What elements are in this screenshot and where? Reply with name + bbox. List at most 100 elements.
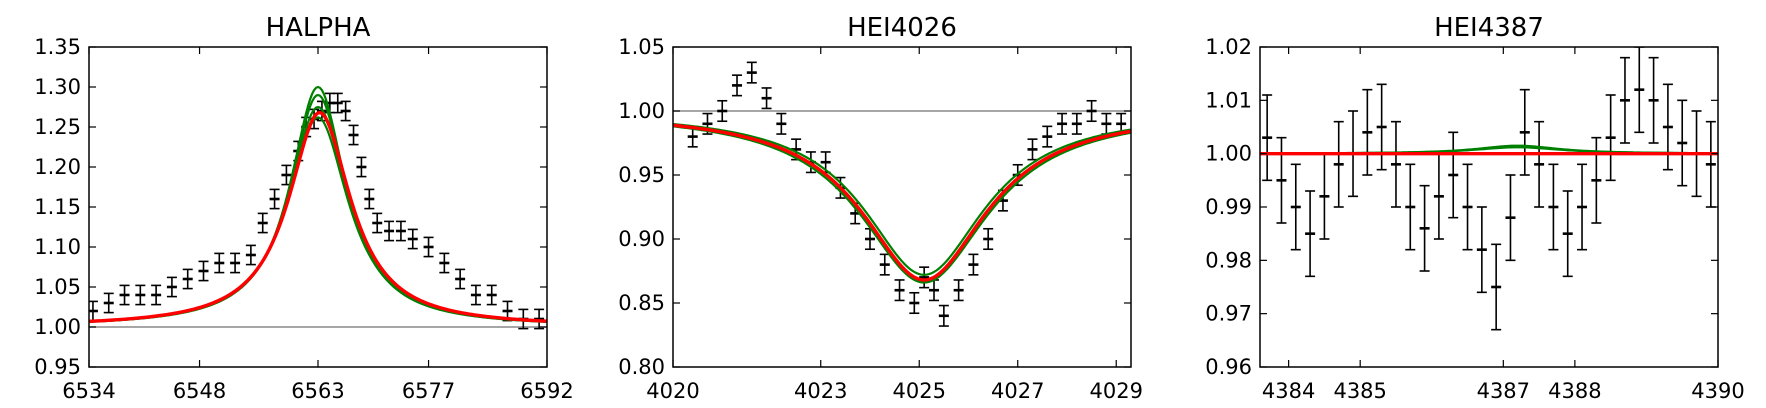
data-point — [340, 100, 351, 122]
data-point — [1405, 163, 1416, 251]
data-point — [1519, 88, 1530, 176]
x-tick-label: 4387 — [1477, 379, 1530, 403]
data-point — [332, 92, 343, 114]
data-point — [372, 212, 383, 234]
data-point — [384, 220, 395, 242]
panel-hei4026: HEI4026 0.80 0.85 0.90 0.95 1.00 1.05 4020 4023 4… — [618, 13, 1143, 403]
data-point — [938, 304, 949, 327]
model-curve — [89, 85, 547, 323]
data-point — [135, 284, 146, 306]
x-tick-label: 4027 — [991, 379, 1044, 403]
data-point — [879, 253, 890, 276]
x-tick-label: 6548 — [173, 379, 226, 403]
data-point — [776, 112, 787, 135]
data-point — [1376, 83, 1387, 171]
data-point — [1605, 94, 1616, 182]
data-point — [1505, 174, 1516, 262]
x-tick-label: 4029 — [1089, 379, 1142, 403]
y-tick-label: 0.98 — [1205, 248, 1252, 272]
y-tick-label: 0.99 — [1205, 195, 1252, 219]
data-point — [348, 124, 359, 146]
data-point — [1042, 125, 1053, 148]
data-point — [1101, 112, 1112, 135]
data-point — [1027, 138, 1038, 161]
y-tick-label: 0.90 — [618, 227, 665, 251]
data-point — [119, 284, 130, 306]
panel-halpha: HALPHA 0.95 1.00 1.05 1.10 1.15 1.20 1.25 1.30 1.… — [34, 13, 573, 403]
x-tick-label: 6592 — [520, 379, 573, 403]
x-tick-label: 6534 — [62, 379, 115, 403]
y-tick-label: 0.96 — [1205, 355, 1252, 379]
y-tick-label: 0.95 — [34, 355, 81, 379]
data-point — [929, 279, 940, 302]
model-curve — [89, 105, 547, 323]
data-point — [1276, 136, 1287, 224]
data-point — [1290, 163, 1301, 251]
data-point — [1448, 131, 1459, 219]
data-point — [1390, 120, 1401, 208]
data-point — [1534, 120, 1545, 208]
y-tick-label: 1.05 — [34, 275, 81, 299]
data-point — [1333, 120, 1344, 208]
x-tick-label: 4388 — [1548, 379, 1601, 403]
y-tick-label: 1.10 — [34, 235, 81, 259]
y-tick-label: 1.00 — [618, 99, 665, 123]
x-tick-label: 4025 — [893, 379, 946, 403]
y-tick-label: 0.97 — [1205, 302, 1252, 326]
y-tick-label: 1.25 — [34, 115, 81, 139]
y-tick-label: 0.95 — [618, 163, 665, 187]
data-point — [1262, 94, 1273, 182]
data-point — [281, 164, 292, 186]
data-point — [1562, 190, 1573, 278]
plot-area — [89, 85, 547, 330]
data-point — [356, 156, 367, 178]
data-point — [702, 112, 713, 135]
data-point — [894, 279, 905, 302]
axes-frame — [1259, 46, 1719, 368]
data-point — [953, 279, 964, 302]
data-point — [1057, 112, 1068, 135]
data-point — [1071, 112, 1082, 135]
data-point — [1577, 163, 1588, 251]
chart-title: HEI4387 — [1434, 13, 1544, 43]
data-point — [746, 61, 757, 84]
x-tick-label: 4020 — [646, 379, 699, 403]
y-tick-label: 1.00 — [34, 315, 81, 339]
data-point — [1305, 190, 1316, 278]
data-point — [1319, 152, 1330, 240]
data-point — [182, 268, 193, 290]
data-point — [1677, 99, 1688, 187]
model-curve — [89, 116, 547, 323]
x-tick-label: 6563 — [291, 379, 344, 403]
data-point — [1476, 206, 1487, 294]
y-tick-label: 0.80 — [618, 355, 665, 379]
y-tick-label: 1.05 — [618, 35, 665, 59]
plot-area — [673, 61, 1131, 327]
data-point — [470, 284, 481, 306]
fit-curve — [673, 123, 1131, 282]
axes-frame — [672, 46, 1132, 368]
data-point — [919, 266, 930, 289]
y-tick-label: 0.85 — [618, 291, 665, 315]
y-tick-label: 1.20 — [34, 155, 81, 179]
data-point — [761, 87, 772, 110]
data-point — [909, 291, 920, 315]
data-point — [1705, 120, 1716, 208]
x-tick-label: 4384 — [1262, 379, 1315, 403]
data-point — [732, 74, 743, 97]
x-tick-label: 4385 — [1333, 379, 1386, 403]
data-point — [1491, 243, 1502, 331]
data-point — [364, 188, 375, 210]
data-point — [486, 284, 497, 306]
data-point — [439, 252, 450, 274]
data-point — [230, 252, 241, 274]
data-point — [198, 260, 209, 282]
plot-area — [1260, 47, 1718, 331]
data-point — [407, 228, 418, 250]
panel-hei4387: HEI4387 0.96 0.97 0.98 0.99 1.00 1.01 1.02 4384 4… — [1205, 13, 1744, 403]
data-point — [1462, 163, 1473, 251]
x-tick-label: 4023 — [794, 379, 847, 403]
data-point — [395, 220, 406, 242]
data-point — [455, 268, 466, 290]
